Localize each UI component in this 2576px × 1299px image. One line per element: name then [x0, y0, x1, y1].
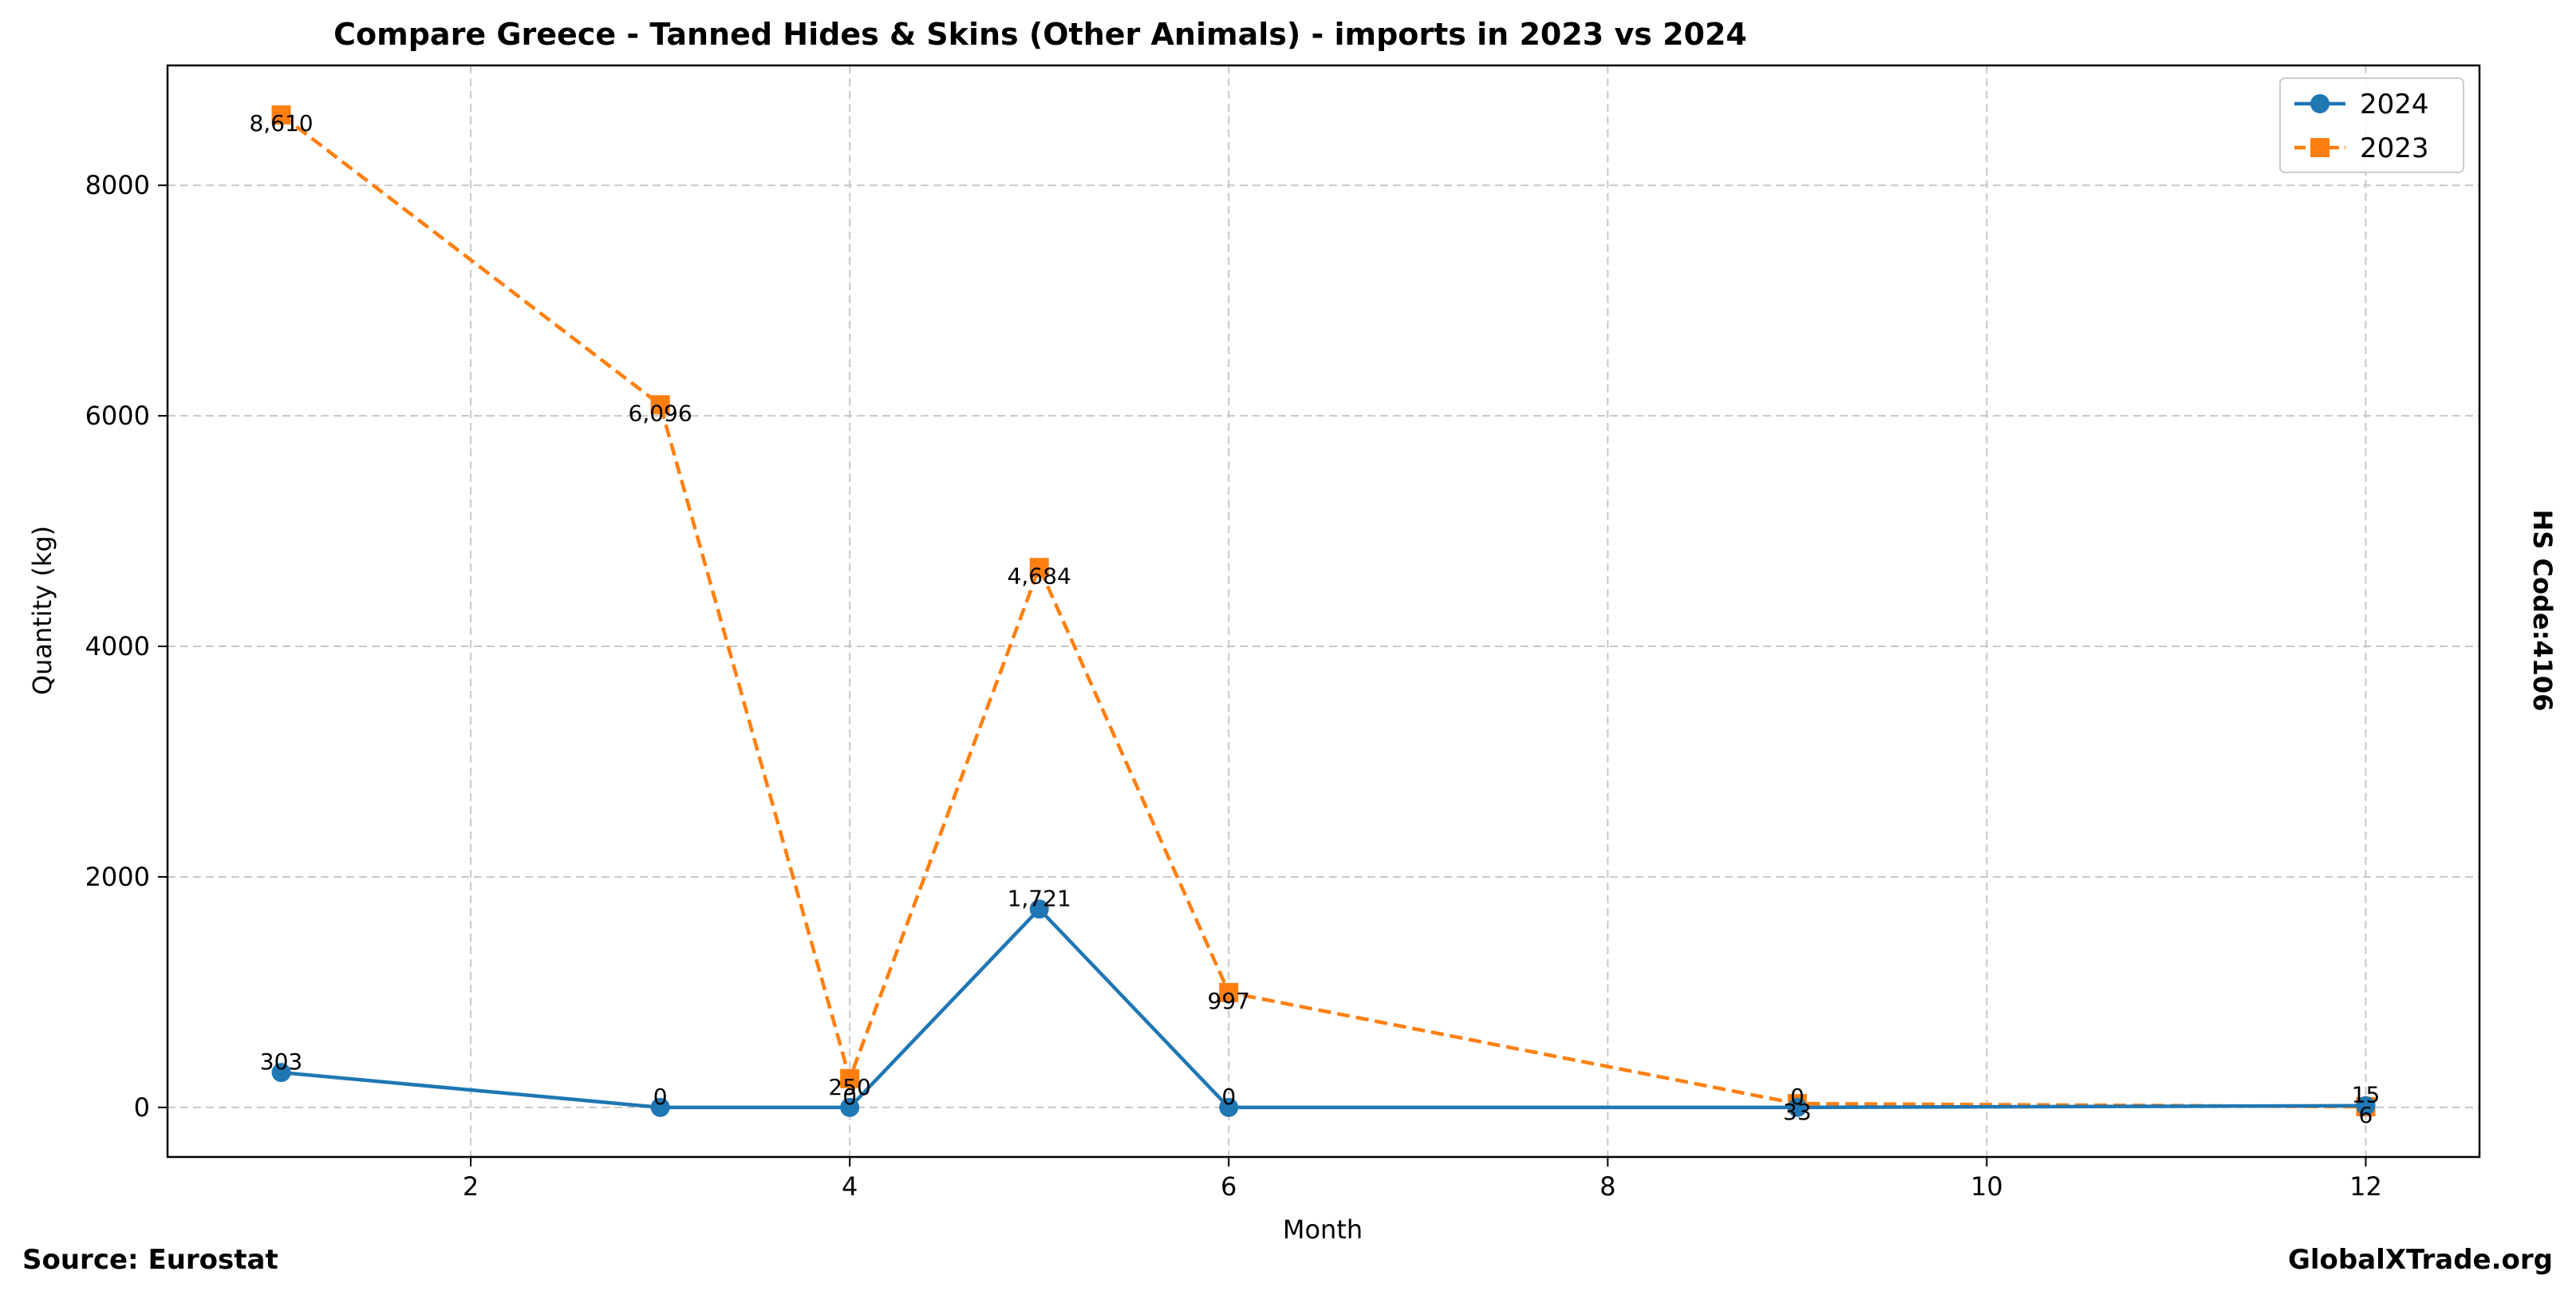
series-line-2024 — [281, 906, 2366, 1110]
x-tick-label: 10 — [1970, 1171, 2003, 1202]
grid-lines — [168, 65, 2479, 1157]
data-label-2024: 0 — [1790, 1084, 1805, 1110]
x-tick-label: 12 — [2349, 1171, 2382, 1202]
data-label-2023: 997 — [1208, 988, 1250, 1014]
y-axis-label: Quantity (kg) — [27, 526, 57, 695]
series-line-2023 — [280, 113, 2366, 1109]
plot-frame — [166, 64, 2481, 1159]
site-label: GlobalXTrade.org — [2288, 1244, 2553, 1276]
data-point-2023 — [650, 395, 670, 415]
data-point-2024 — [1787, 1097, 1807, 1117]
x-tick-label: 4 — [842, 1171, 858, 1202]
source-label: Source: Eurostat — [22, 1244, 278, 1276]
data-point-2023 — [271, 105, 291, 125]
data-label-2023: 33 — [1783, 1099, 1812, 1125]
legend: 2024 2023 — [2279, 77, 2464, 173]
data-label-2023: 4,684 — [1008, 563, 1071, 589]
series-layer — [271, 105, 2376, 1117]
legend-label-2024: 2024 — [2360, 89, 2429, 120]
data-label-2024: 1,721 — [1008, 885, 1071, 911]
y-tick-label: 2000 — [85, 862, 150, 892]
hs-code-label: HS Code:4106 — [2527, 510, 2558, 712]
data-point-2024 — [2356, 1096, 2376, 1115]
data-label-2024: 0 — [842, 1084, 857, 1110]
data-labels: 303 0 0 1,721 0 0 15 8,610 6,096 250 4,684 997 33 6 — [249, 110, 2380, 1128]
data-point-2024 — [1219, 1097, 1239, 1117]
data-point-2023 — [840, 1068, 860, 1088]
x-tick-label: 8 — [1600, 1171, 1615, 1202]
data-label-2023: 8,610 — [249, 110, 313, 136]
data-point-2023 — [1219, 982, 1239, 1002]
data-label-2023: 250 — [828, 1074, 870, 1100]
x-axis-label: Month — [1283, 1214, 1363, 1245]
legend-marker-2023 — [2310, 138, 2329, 157]
legend-marker-2024 — [2310, 94, 2329, 113]
data-label-2023: 6 — [2359, 1102, 2373, 1128]
data-point-2024 — [840, 1097, 860, 1117]
data-label-2024: 0 — [653, 1084, 668, 1110]
y-tick-label: 4000 — [85, 631, 150, 661]
data-label-2024: 15 — [2352, 1082, 2381, 1108]
data-point-2024 — [271, 1063, 291, 1083]
data-label-2024: 0 — [1221, 1084, 1236, 1110]
y-tick-label: 0 — [134, 1092, 150, 1123]
data-label-2023: 6,096 — [629, 400, 692, 426]
x-tick-label: 2 — [463, 1171, 479, 1202]
data-point-2023 — [1029, 558, 1049, 578]
data-label-2024: 303 — [260, 1048, 302, 1075]
data-point-2024 — [1029, 899, 1049, 919]
y-tick-label: 8000 — [85, 170, 150, 200]
y-tick-label: 6000 — [85, 401, 150, 431]
data-point-2024 — [650, 1097, 670, 1117]
x-tick-label: 6 — [1221, 1171, 1237, 1202]
legend-label-2023: 2023 — [2360, 132, 2429, 164]
chart-title: Compare Greece - Tanned Hides & Skins (O… — [333, 17, 1747, 52]
